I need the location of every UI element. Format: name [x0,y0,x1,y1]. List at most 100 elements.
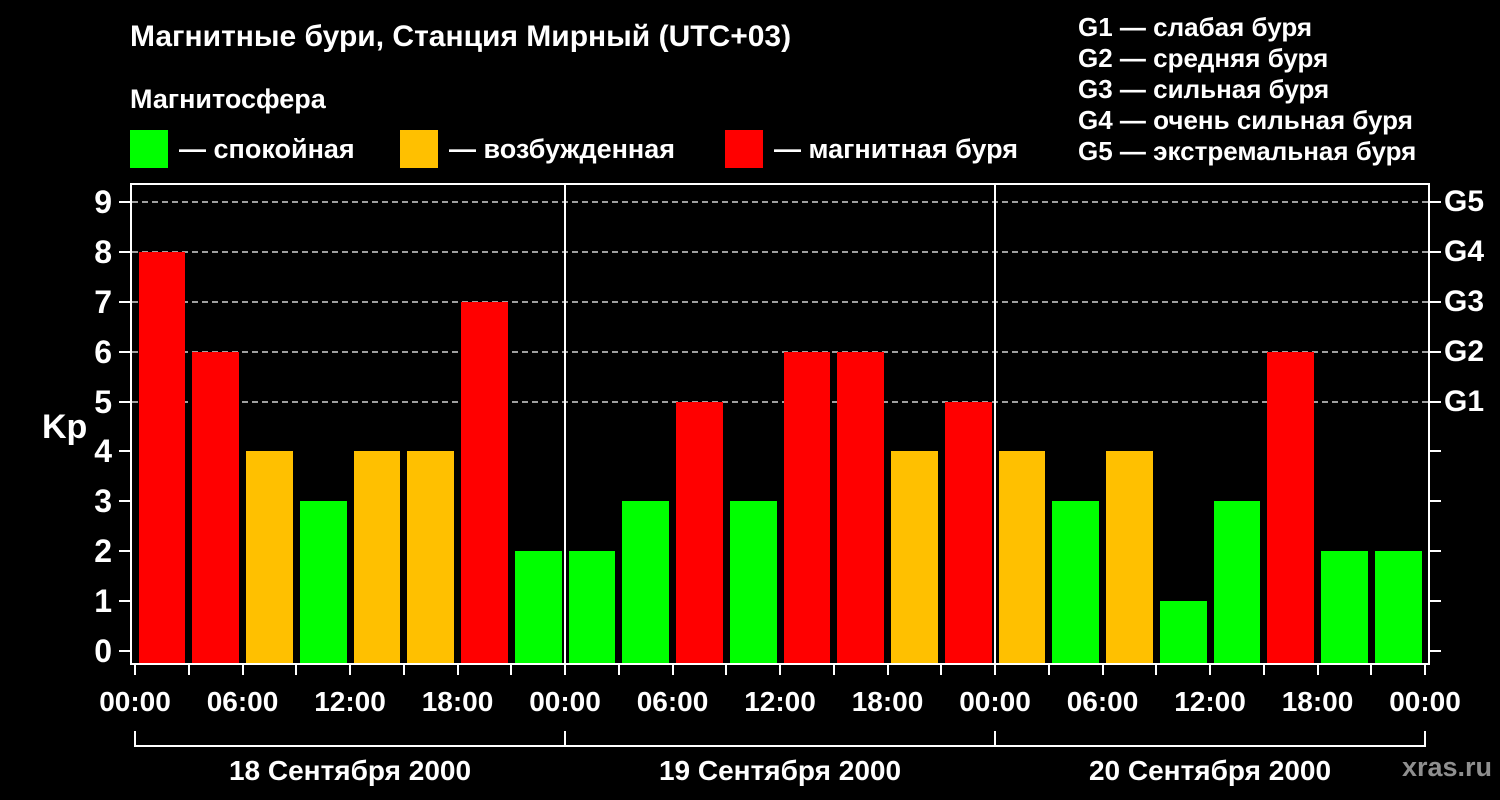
x-tick [510,663,513,675]
g-level-label: G1 [1444,384,1485,418]
kp-bar [1213,501,1261,663]
y-tick-left [119,250,130,253]
y-tick-label: 5 [94,383,112,420]
y-tick-left [119,200,130,203]
date-label: 18 Сентября 2000 [228,755,472,786]
x-tick [402,663,405,675]
watermark: xras.ru [1401,752,1492,782]
kp-bar [407,451,454,663]
g-level-label: G5 [1444,184,1485,218]
quiet-swatch [130,130,168,168]
date-label: 20 Сентября 2000 [1088,755,1332,786]
kp-bar [783,351,831,663]
g-legend-line: G4 — очень сильная буря [1078,105,1413,135]
x-tick-label: 06:00 [636,686,709,717]
kp-bar [1374,551,1422,663]
gridline-kp6 [132,350,1428,353]
x-tick-label: 00:00 [1389,686,1461,717]
kp-bar [1052,501,1099,663]
y-tick-right [1430,200,1441,203]
x-tick [1155,663,1158,675]
x-tick-label: 00:00 [959,686,1031,717]
storm-scale-legend: G1 — слабая буря G2 — средняя буря G3 — си… [1078,12,1416,167]
x-tick-label: 18:00 [1281,686,1354,717]
y-axis-label: Kp [42,408,88,446]
chart-title: Магнитные бури, Станция Мирный (UTC+03) [130,20,792,53]
excited-swatch [400,130,438,168]
y-tick-right [1430,250,1441,253]
y-tick-label: 4 [94,433,112,470]
g-legend-line: G3 — сильная буря [1078,74,1330,104]
x-tick [456,663,459,675]
x-tick [134,663,136,675]
x-tick [564,663,566,675]
y-tick-left [119,400,130,403]
y-tick-label: 3 [94,483,112,520]
g-legend-line: G1 — слабая буря [1078,12,1313,42]
y-tick-right [1430,650,1441,652]
day-separator [994,185,996,663]
y-tick-label: 7 [94,283,112,320]
x-tick [295,663,298,675]
x-tick-label: 00:00 [99,686,171,717]
kp-bar [729,501,777,663]
y-tick-right [1430,600,1441,603]
x-tick [1424,663,1426,675]
y-tick-right [1430,450,1441,453]
x-tick [617,663,620,675]
y-tick-label: 6 [94,333,112,370]
x-tick [671,663,674,675]
kp-bar [1159,601,1207,663]
gridline-kp8 [132,250,1428,253]
x-tick [886,663,889,675]
x-tick [1047,663,1050,675]
day-bracket-tick [1424,731,1426,747]
day-separator [564,185,566,663]
x-tick-label: 06:00 [1066,686,1139,717]
x-tick-label: 18:00 [421,686,494,717]
legend-item-quiet: — спокойная [130,130,355,168]
x-tick [241,663,244,675]
y-tick-label: 2 [94,533,112,570]
legend-item-label: — возбужденная [449,133,675,164]
kp-bar [461,301,508,663]
x-tick-label: 00:00 [529,686,601,717]
g-legend-line: G5 — экстремальная буря [1078,136,1417,166]
kp-bar [1321,551,1368,663]
x-tick-label: 18:00 [851,686,924,717]
gridline-kp5 [132,400,1428,403]
x-tick [1316,663,1319,675]
y-tick-right [1430,500,1441,503]
kp-bar [676,401,723,663]
y-tick-left [119,600,130,603]
y-tick-left [119,450,130,453]
y-tick-left [119,300,130,303]
kp-bar [568,551,616,663]
kp-bar [299,501,347,663]
legend-item-storm: — магнитная буря [725,130,1018,168]
g-level-label: G2 [1444,334,1485,368]
x-tick [187,663,190,675]
g-legend-line: G2 — средняя буря [1078,43,1329,73]
kp-bar [138,251,186,663]
g-level-label: G3 [1444,284,1485,318]
g-level-label: G4 [1444,234,1485,268]
x-tick [940,663,943,675]
date-label: 19 Сентября 2000 [658,755,902,786]
x-tick [779,663,781,675]
kp-bar [192,351,239,663]
kp-bar [246,451,293,663]
kp-bar [998,451,1046,663]
day-bracket-tick [134,731,136,747]
kp-bar [622,501,669,663]
y-tick-right [1430,300,1441,303]
y-tick-label: 1 [94,583,112,620]
x-tick [994,663,996,675]
y-tick-left [119,550,130,553]
kp-bar [1267,351,1314,663]
day-bracket-tick [564,731,566,747]
y-tick-label: 8 [94,233,112,270]
legend-title: Магнитосфера [130,84,326,114]
kp-bar [944,401,992,663]
